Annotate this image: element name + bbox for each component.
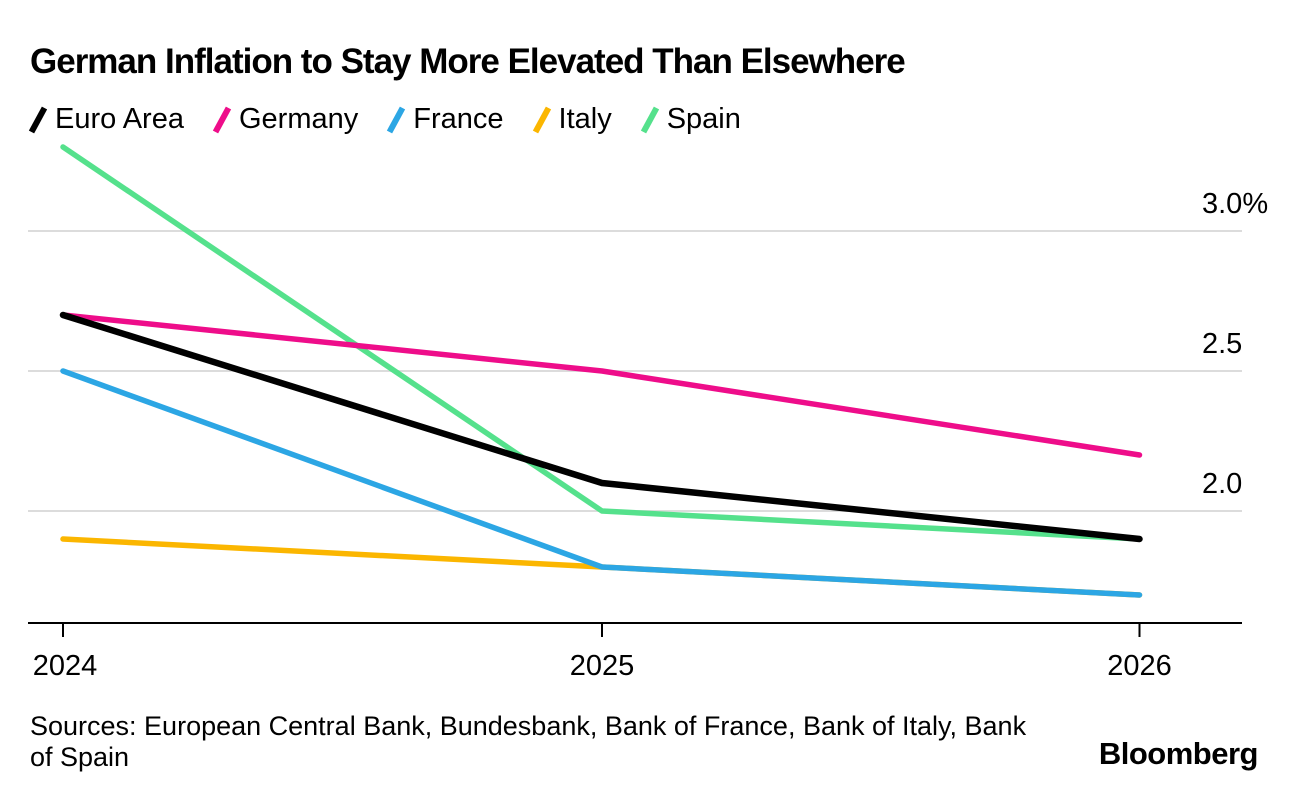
bloomberg-logo: Bloomberg	[1098, 736, 1259, 771]
y-axis-label-2: 2.0	[1202, 468, 1243, 500]
legend-item-spain: Spain	[640, 103, 741, 136]
legend-item-france: France	[386, 103, 504, 136]
series-line-euro-area	[59, 311, 1143, 543]
x-axis-label-2026: 2026	[1107, 650, 1172, 682]
legend-slash-icon-spain	[640, 106, 659, 133]
series-line-spain	[60, 144, 1143, 542]
chart-title: German Inflation to Stay More Elevated T…	[30, 42, 906, 81]
source-note: Sources: European Central Bank, Bundesba…	[30, 711, 1027, 772]
series-line-france	[60, 368, 1143, 598]
legend: Euro Area Germany France Italy Spain	[28, 103, 741, 136]
legend-item-euro-area: Euro Area	[28, 103, 184, 136]
legend-slash-icon-italy	[532, 106, 551, 133]
legend-label-france: France	[413, 103, 504, 135]
legend-slash-icon-germany	[212, 106, 232, 133]
legend-label-germany: Germany	[238, 103, 359, 135]
legend-label-euro-area: Euro Area	[55, 103, 184, 135]
x-axis-label-2025: 2025	[569, 650, 635, 682]
legend-slash-icon-euro-area	[28, 106, 48, 133]
y-axis-label-2.5: 2.5	[1202, 328, 1243, 360]
legend-label-italy: Italy	[558, 103, 612, 135]
legend-item-italy: Italy	[532, 103, 612, 136]
legend-slash-icon-france	[387, 106, 406, 133]
y-axis-label-3: 3.0%	[1202, 188, 1269, 220]
series-line-germany	[60, 312, 1143, 458]
legend-label-spain: Spain	[666, 103, 741, 135]
x-axis-label-2024: 2024	[32, 650, 98, 682]
legend-item-germany: Germany	[212, 103, 358, 136]
